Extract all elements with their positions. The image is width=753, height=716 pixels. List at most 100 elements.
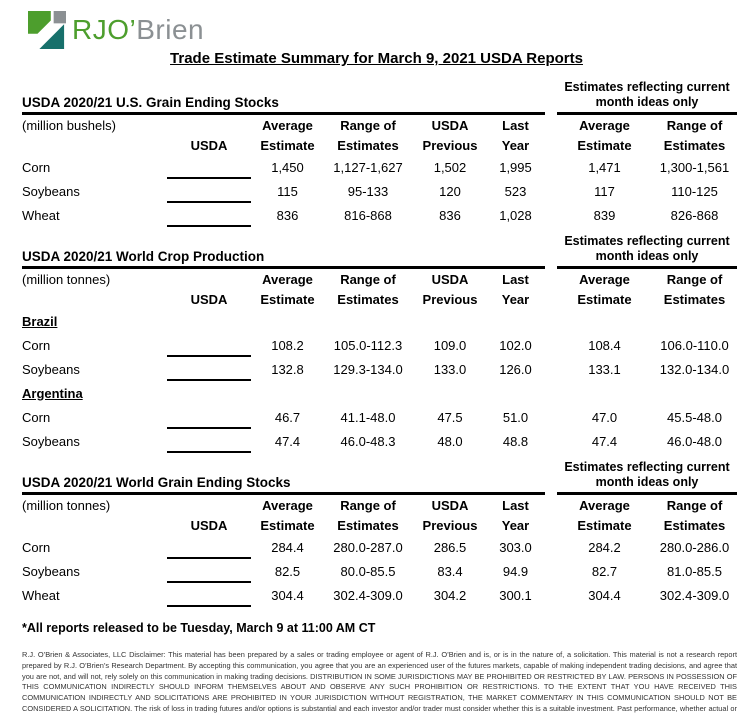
- table-row: Wheat 304.4 302.4-309.0 304.2 300.1 304.…: [22, 583, 737, 607]
- col-range-2: Estimates: [337, 137, 399, 153]
- cell-last: 51.0: [502, 409, 529, 425]
- cell-cur-range: 302.4-309.0: [659, 587, 730, 603]
- cell-cur-avg: 839: [593, 207, 616, 223]
- unit-label: (million tonnes): [22, 271, 111, 287]
- cell-prev: 286.5: [433, 539, 467, 555]
- usda-fill-in-line: [167, 433, 251, 453]
- cell-cur-range: 45.5-48.0: [667, 409, 722, 425]
- col-range-1: Range of: [340, 271, 396, 287]
- cell-avg: 46.7: [274, 409, 301, 425]
- cell-range: 816-868: [344, 207, 392, 223]
- cell-cur-avg: 117: [594, 183, 615, 199]
- column-header-row-1: (million bushels) Average Range of USDA …: [22, 115, 737, 135]
- cell-cur-range: 106.0-110.0: [660, 337, 729, 353]
- col-cur-average-2: Estimate: [577, 517, 632, 533]
- col-average-2: Estimate: [260, 517, 315, 533]
- table-row: Wheat 836 816-868 836 1,028 839 826-868: [22, 203, 737, 227]
- col-range-1: Range of: [340, 117, 396, 133]
- cell-last: 300.1: [499, 587, 532, 603]
- usda-fill-in-line: [167, 587, 251, 607]
- column-header-row-2: USDA Estimate Estimates Previous Year Es…: [22, 515, 737, 535]
- row-label: Soybeans: [22, 183, 80, 199]
- column-header-row-1: (million tonnes) Average Range of USDA L…: [22, 495, 737, 515]
- col-average-1: Average: [262, 117, 313, 133]
- col-last-2: Year: [501, 137, 530, 153]
- cell-cur-avg: 1,471: [588, 159, 621, 175]
- row-label: Wheat: [22, 207, 60, 223]
- current-month-header-line1: Estimates reflecting current: [564, 234, 730, 248]
- table-head: USDA 2020/21 World Grain Ending Stocks E…: [22, 460, 737, 495]
- cell-cur-range: 81.0-85.5: [667, 563, 722, 579]
- col-usda: USDA: [190, 517, 228, 533]
- cell-cur-avg: 47.0: [591, 409, 618, 425]
- col-cur-average-1: Average: [579, 497, 630, 513]
- col-previous-2: Previous: [422, 137, 478, 153]
- column-header-row-2: USDA Estimate Estimates Previous Year Es…: [22, 135, 737, 155]
- current-month-header: Estimates reflecting current month ideas…: [557, 460, 737, 495]
- cell-last: 48.8: [502, 433, 529, 449]
- table-title: USDA 2020/21 World Crop Production: [22, 249, 265, 264]
- col-cur-average-2: Estimate: [577, 291, 632, 307]
- col-previous-1: USDA: [431, 117, 469, 133]
- cell-avg: 1,450: [271, 159, 304, 175]
- cell-range: 95-133: [347, 183, 389, 199]
- logo: RJO’Brien: [0, 0, 753, 50]
- cell-cur-range: 1,300-1,561: [659, 159, 730, 175]
- col-cur-range-2: Estimates: [663, 137, 726, 153]
- cell-cur-avg: 304.4: [588, 587, 621, 603]
- release-footnote: *All reports released to be Tuesday, Mar…: [22, 621, 376, 635]
- report-body: USDA 2020/21 U.S. Grain Ending Stocks Es…: [0, 80, 753, 716]
- column-header-row-2: USDA Estimate Estimates Previous Year Es…: [22, 289, 737, 309]
- section-label: Argentina: [22, 385, 83, 401]
- col-cur-range-1: Range of: [666, 117, 723, 133]
- col-last-1: Last: [502, 117, 529, 133]
- current-month-header-line1: Estimates reflecting current: [564, 460, 730, 474]
- cell-range: 129.3-134.0: [333, 361, 403, 377]
- col-cur-average-1: Average: [579, 117, 630, 133]
- cell-cur-avg: 47.4: [591, 433, 618, 449]
- table-row: Soybeans 47.4 46.0-48.3 48.0 48.8 47.4 4…: [22, 429, 737, 453]
- usda-fill-in-line: [167, 409, 251, 429]
- cell-range: 280.0-287.0: [333, 539, 403, 555]
- cell-cur-avg: 108.4: [588, 337, 621, 353]
- cell-range: 80.0-85.5: [340, 563, 396, 579]
- usda-fill-in-line: [167, 539, 251, 559]
- section-row-brazil: Brazil: [22, 309, 737, 333]
- col-range-1: Range of: [340, 497, 396, 513]
- cell-cur-avg: 82.7: [591, 563, 618, 579]
- usda-fill-in-line: [167, 207, 251, 227]
- col-cur-range-1: Range of: [666, 497, 723, 513]
- col-average-1: Average: [262, 497, 313, 513]
- cell-cur-range: 46.0-48.0: [667, 433, 722, 449]
- cell-last: 126.0: [499, 361, 532, 377]
- cell-avg: 836: [276, 207, 299, 223]
- table-row: Corn 108.2 105.0-112.3 109.0 102.0 108.4…: [22, 333, 737, 357]
- table-head: USDA 2020/21 World Crop Production Estim…: [22, 234, 737, 269]
- usda-fill-in-line: [167, 159, 251, 179]
- cell-prev: 836: [439, 207, 461, 223]
- cell-avg: 132.8: [271, 361, 304, 377]
- cell-last: 94.9: [502, 563, 529, 579]
- cell-cur-range: 132.0-134.0: [659, 361, 730, 377]
- col-last-2: Year: [501, 291, 530, 307]
- cell-range: 105.0-112.3: [333, 337, 403, 353]
- cell-usda-blank: [165, 179, 253, 203]
- cell-usda-blank: [165, 559, 253, 583]
- cell-range: 1,127-1,627: [333, 159, 403, 175]
- col-last-1: Last: [502, 271, 529, 287]
- logo-text-brien: Brien: [136, 14, 205, 45]
- cell-last: 1,028: [499, 207, 532, 223]
- col-previous-1: USDA: [431, 271, 469, 287]
- usda-fill-in-line: [167, 183, 251, 203]
- cell-usda-blank: [165, 357, 253, 381]
- usda-fill-in-line: [167, 337, 251, 357]
- row-label: Corn: [22, 337, 51, 353]
- table-row: Corn 284.4 280.0-287.0 286.5 303.0 284.2…: [22, 535, 737, 559]
- row-label: Soybeans: [22, 433, 80, 449]
- cell-cur-avg: 133.1: [588, 361, 621, 377]
- cell-last: 102.0: [499, 337, 532, 353]
- section-row-argentina: Argentina: [22, 381, 737, 405]
- cell-usda-blank: [165, 155, 253, 179]
- table-row: Soybeans 115 95-133 120 523 117 110-125: [22, 179, 737, 203]
- cell-last: 523: [504, 183, 527, 199]
